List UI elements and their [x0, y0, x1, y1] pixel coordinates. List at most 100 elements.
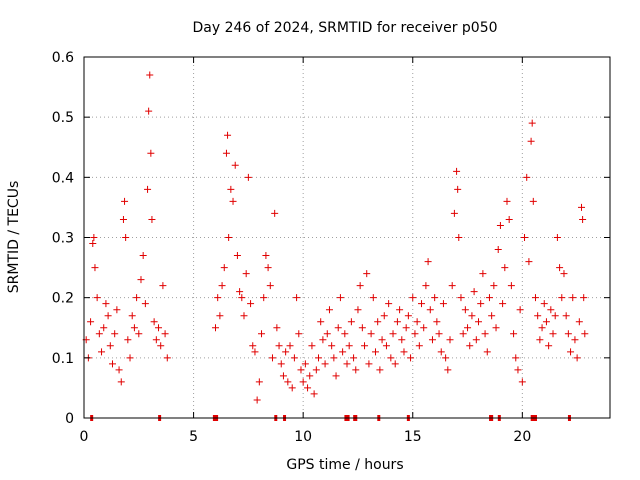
data-point: [490, 282, 498, 290]
y-tick-label: 0.1: [52, 351, 74, 367]
data-point: [266, 282, 274, 290]
data-point: [398, 336, 406, 344]
data-point: [306, 372, 314, 380]
data-point: [301, 360, 309, 368]
data-point: [144, 185, 152, 193]
data-point: [282, 348, 290, 356]
data-point: [492, 324, 500, 332]
data-point: [222, 149, 230, 157]
data-point: [284, 378, 292, 386]
data-point: [354, 306, 362, 314]
data-point: [494, 246, 502, 254]
data-point: [512, 354, 520, 362]
data-point: [275, 342, 283, 350]
data-point: [547, 306, 555, 314]
data-point: [529, 197, 537, 205]
data-point: [111, 330, 119, 338]
data-point: [431, 294, 439, 302]
data-points: [82, 71, 589, 404]
data-point: [148, 215, 156, 223]
data-point: [477, 300, 485, 308]
data-point: [531, 294, 539, 302]
data-point: [115, 366, 123, 374]
data-point: [336, 294, 344, 302]
data-point: [415, 342, 423, 350]
data-point: [345, 342, 353, 350]
data-point: [363, 270, 371, 278]
data-point: [581, 330, 589, 338]
data-point: [347, 318, 355, 326]
data-point: [525, 258, 533, 266]
data-point: [521, 234, 529, 241]
data-point: [496, 221, 504, 229]
data-point: [455, 234, 463, 241]
data-point: [444, 366, 452, 374]
data-point: [124, 336, 132, 344]
x-tick-label: 0: [80, 429, 89, 445]
data-point: [549, 330, 557, 338]
data-point: [488, 312, 496, 320]
data-point: [356, 282, 364, 290]
data-point: [485, 294, 493, 302]
data-point: [299, 378, 307, 386]
data-point: [396, 306, 404, 314]
y-tick-label: 0.4: [52, 170, 74, 186]
data-point: [538, 324, 546, 332]
data-point: [328, 342, 336, 350]
data-point: [553, 234, 561, 241]
data-point: [540, 300, 548, 308]
data-point: [470, 288, 478, 296]
data-point: [161, 330, 169, 338]
data-point: [308, 342, 316, 350]
data-point: [218, 282, 226, 290]
data-point: [89, 240, 97, 248]
chart-title: Day 246 of 2024, SRMTID for receiver p05…: [192, 20, 497, 36]
data-point: [558, 294, 566, 302]
y-tick-label: 0.6: [52, 50, 74, 66]
data-point: [350, 354, 358, 362]
data-point: [150, 318, 158, 326]
data-point: [93, 294, 101, 302]
data-point: [227, 185, 235, 193]
x-tick-label: 20: [513, 429, 531, 445]
y-tick-label: 0.5: [52, 110, 74, 126]
y-tick-label: 0.3: [52, 231, 74, 247]
data-point: [260, 294, 268, 302]
data-point: [510, 330, 518, 338]
data-point: [571, 336, 579, 344]
data-point: [240, 312, 248, 320]
data-point: [391, 360, 399, 368]
data-point: [224, 131, 232, 139]
data-point: [378, 336, 386, 344]
data-point: [382, 342, 390, 350]
data-point: [433, 318, 441, 326]
data-point: [457, 294, 465, 302]
data-point: [579, 215, 587, 223]
data-point: [483, 348, 491, 356]
data-point: [233, 252, 241, 260]
data-point: [90, 234, 98, 241]
data-point: [505, 215, 513, 223]
data-point: [141, 300, 149, 308]
data-point: [147, 149, 155, 157]
data-point: [407, 354, 415, 362]
data-point: [573, 354, 581, 362]
data-point: [321, 360, 329, 368]
data-point: [95, 330, 103, 338]
data-point: [231, 161, 239, 169]
data-point: [104, 312, 112, 320]
data-point: [152, 336, 160, 344]
data-point: [439, 300, 447, 308]
data-point: [220, 264, 228, 272]
data-point: [279, 372, 287, 380]
data-point: [277, 360, 285, 368]
data-point: [323, 330, 331, 338]
data-point: [464, 324, 472, 332]
data-point: [551, 312, 559, 320]
data-point: [413, 318, 421, 326]
data-point: [163, 354, 171, 362]
data-point: [536, 336, 544, 344]
data-point: [247, 300, 255, 308]
data-point: [385, 300, 393, 308]
